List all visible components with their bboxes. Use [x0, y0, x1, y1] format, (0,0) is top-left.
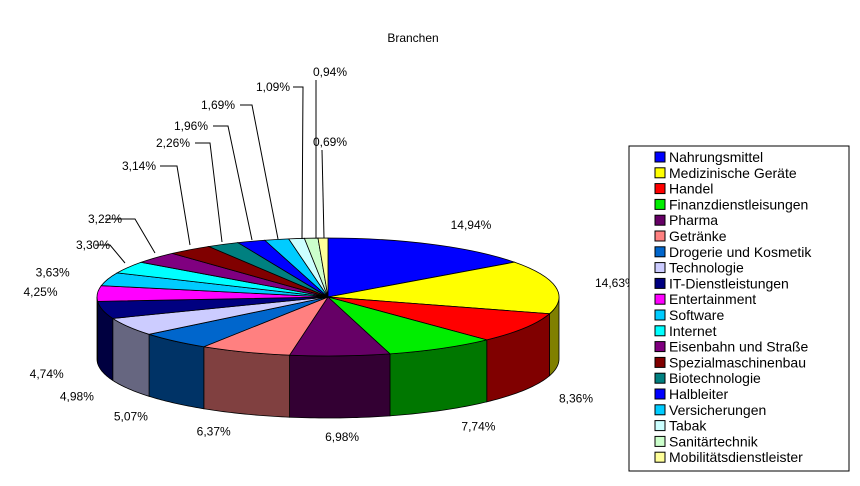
legend-swatch-15 — [654, 388, 666, 400]
legend-swatch-7 — [654, 262, 666, 274]
data-label-1: 14,63% — [595, 276, 636, 290]
legend-swatch-17 — [654, 420, 666, 432]
legend-swatch-2 — [654, 183, 666, 195]
legend-label-10: Software — [669, 307, 724, 323]
legend-swatch-0 — [654, 151, 666, 163]
data-label-2: 8,36% — [559, 391, 593, 405]
legend-swatch-19 — [654, 451, 666, 463]
legend-label-12: Eisenbahn und Straße — [669, 339, 809, 355]
leader-line-13 — [160, 165, 191, 246]
slice-19 — [317, 237, 329, 298]
legend-label-4: Pharma — [669, 212, 718, 228]
data-label-17: 1,09% — [256, 80, 290, 94]
slice-0 — [327, 237, 516, 298]
slice-4 — [288, 296, 391, 357]
leader-line-14 — [195, 142, 223, 243]
pie-slices — [96, 237, 560, 357]
slice-side-4 — [289, 353, 391, 419]
leader-line-17 — [293, 86, 304, 240]
legend-swatch-9 — [654, 293, 666, 305]
legend-swatch-8 — [654, 277, 666, 289]
data-label-11: 3,30% — [76, 238, 110, 252]
legend-label-15: Halbleiter — [669, 386, 728, 402]
slice-side-5 — [203, 346, 290, 418]
data-label-4: 6,98% — [325, 430, 359, 444]
slice-1 — [327, 261, 560, 315]
leader-line-19 — [321, 149, 325, 239]
leader-line-15 — [213, 125, 253, 241]
legend-label-11: Internet — [669, 323, 717, 339]
legend-swatch-13 — [654, 356, 666, 368]
legend-label-0: Nahrungsmittel — [669, 149, 763, 165]
data-label-15: 1,96% — [174, 119, 208, 133]
legend-label-16: Versicherungen — [669, 402, 766, 418]
leader-line-12 — [105, 218, 156, 254]
data-label-19: 0,69% — [313, 135, 347, 149]
legend-label-19: Mobilitätsdienstleister — [669, 449, 803, 465]
legend-label-6: Drogerie und Kosmetik — [669, 244, 812, 260]
legend-box — [628, 145, 850, 472]
legend-swatch-18 — [654, 435, 666, 447]
legend-swatch-16 — [654, 404, 666, 416]
leader-lines — [95, 80, 325, 264]
data-labels: 14,94% 14,63% 8,36% 7,74% 6,98% 6,37% 5,07% 4,9… — [23, 65, 636, 444]
data-label-18: 0,94% — [313, 65, 347, 79]
leader-line-11 — [95, 244, 126, 264]
chart-title: Branchen — [387, 31, 438, 45]
legend-swatch-10 — [654, 309, 666, 321]
data-label-12: 3,22% — [88, 212, 122, 226]
legend-swatch-5 — [654, 230, 666, 242]
data-label-14: 2,26% — [156, 136, 190, 150]
slice-3 — [327, 296, 487, 355]
legend-swatch-14 — [654, 372, 666, 384]
legend-label-18: Sanitärtechnik — [669, 433, 759, 449]
data-label-16: 1,69% — [201, 98, 235, 112]
data-label-6: 5,07% — [114, 409, 148, 423]
legend-swatch-6 — [654, 246, 666, 258]
legend-label-2: Handel — [669, 181, 713, 197]
legend-label-17: Tabak — [669, 418, 707, 434]
legend-label-9: Entertainment — [669, 291, 756, 307]
legend-swatch-4 — [654, 214, 666, 226]
legend-label-14: Biotechnologie — [669, 370, 761, 386]
legend-swatch-1 — [654, 167, 666, 179]
data-label-7: 4,98% — [60, 390, 94, 404]
data-label-10: 3,63% — [36, 266, 70, 280]
data-label-3: 7,74% — [461, 419, 495, 433]
slice-side-9 — [96, 297, 99, 364]
legend-label-5: Getränke — [669, 228, 727, 244]
slice-2 — [327, 296, 551, 341]
data-label-13: 3,14% — [122, 159, 156, 173]
legend-label-3: Finanzdienstleisungen — [669, 196, 808, 212]
leader-line-16 — [240, 104, 279, 240]
data-label-0: 14,94% — [451, 218, 492, 232]
legend-label-8: IT-Dienstleistungen — [669, 275, 789, 291]
data-label-5: 6,37% — [197, 425, 231, 439]
legend-label-7: Technologie — [669, 260, 744, 276]
legend-swatch-3 — [654, 198, 666, 210]
legend-label-13: Spezialmaschinenbau — [669, 354, 806, 370]
legend-label-1: Medizinische Geräte — [669, 165, 797, 181]
legend-swatch-11 — [654, 325, 666, 337]
legend-swatch-12 — [654, 341, 666, 353]
data-label-8: 4,74% — [30, 367, 64, 381]
data-label-9: 4,25% — [23, 285, 57, 299]
